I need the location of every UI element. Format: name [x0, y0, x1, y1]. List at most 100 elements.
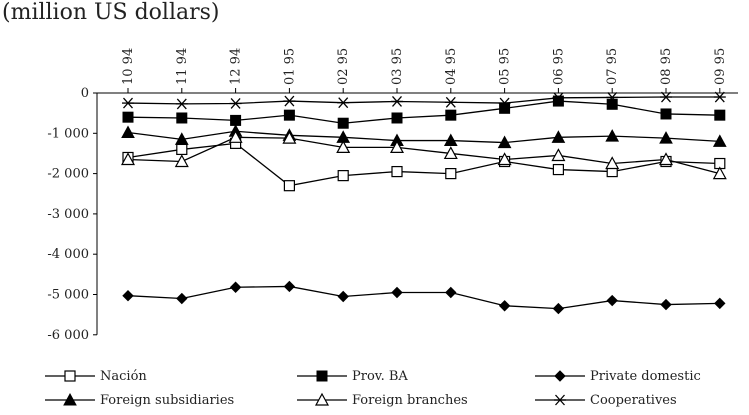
data-point-foreign-branches	[497, 152, 512, 166]
data-point-cooperatives	[337, 97, 350, 109]
y-tick-label: -6 000	[47, 328, 89, 343]
legend-item-cooperatives: Cooperatives	[535, 393, 677, 408]
data-point-foreign-subsidiaries	[605, 129, 620, 142]
data-point-private-domestic	[283, 280, 296, 293]
x-tick-label: 04 95	[444, 48, 459, 85]
x-tick-label: 08 95	[659, 48, 674, 85]
data-point-cooperatives	[606, 91, 619, 103]
data-point-private-domestic	[660, 298, 672, 311]
data-point-cooperatives	[175, 98, 188, 110]
x-tick-label: 06 95	[551, 48, 566, 85]
data-point-private-domestic	[714, 297, 726, 310]
legend-label: Cooperatives	[590, 393, 677, 408]
data-point-foreign-branches	[712, 166, 727, 180]
data-point-foreign-subsidiaries	[121, 125, 135, 138]
data-point-foreign-branches	[605, 156, 620, 170]
data-point-naci-n	[552, 163, 565, 176]
data-point-foreign-branches	[336, 140, 351, 154]
data-point-foreign-branches	[120, 152, 136, 166]
x-tick-label: 03 95	[390, 48, 405, 85]
y-tick-label: -4 000	[47, 247, 89, 262]
series-line-private-domestic	[127, 285, 720, 310]
y-tick-label: -1 000	[47, 126, 89, 141]
data-point-foreign-branches	[551, 148, 566, 162]
data-point-private-domestic	[606, 294, 618, 307]
data-point-foreign-branches	[228, 130, 243, 143]
data-point-private-domestic	[176, 292, 188, 305]
data-point-cooperatives	[713, 91, 726, 103]
data-point-private-domestic	[122, 290, 134, 302]
data-point-prov-ba	[391, 112, 403, 124]
data-point-cooperatives	[444, 96, 457, 108]
data-point-prov-ba	[606, 98, 618, 110]
y-tick-label: -5 000	[47, 288, 89, 303]
data-point-cooperatives	[283, 95, 296, 107]
data-point-private-domestic	[229, 281, 242, 293]
legend-item-prov-ba: Prov. BA	[297, 369, 408, 384]
data-point-private-domestic	[445, 286, 457, 299]
series-line-cooperatives	[127, 96, 720, 105]
x-tick-label: 10 94	[121, 48, 136, 85]
data-point-cooperatives	[229, 98, 242, 109]
series-line-foreign-branches	[127, 136, 720, 175]
series-markers	[120, 91, 727, 315]
data-point-foreign-subsidiaries	[712, 134, 727, 147]
series-line-foreign-subsidiaries	[127, 130, 720, 144]
legend-swatch-marker	[316, 370, 328, 382]
x-tick-label: 11 94	[175, 48, 190, 85]
x-tick-label: 07 95	[605, 48, 620, 85]
legend-swatch-marker	[314, 392, 330, 406]
legend-swatch-marker	[64, 370, 76, 382]
data-point-prov-ba	[499, 102, 511, 114]
data-point-prov-ba	[714, 109, 726, 121]
x-tick-label: 09 95	[713, 48, 728, 85]
data-point-private-domestic	[391, 286, 403, 299]
data-point-cooperatives	[552, 92, 565, 104]
chart-title: (million US dollars)	[2, 0, 220, 25]
data-point-foreign-branches	[658, 152, 674, 166]
y-tick-label: -2 000	[47, 167, 89, 182]
legend-label: Nación	[100, 369, 147, 384]
legend-label: Private domestic	[590, 369, 701, 384]
series-line-naci-n	[127, 142, 720, 187]
legend-item-foreign-branches: Foreign branches	[297, 392, 468, 408]
legend-label: Foreign subsidiaries	[100, 393, 234, 408]
legend-swatch-marker	[63, 392, 77, 406]
legend-swatch-marker	[554, 394, 566, 406]
y-tick-label: -3 000	[47, 207, 89, 222]
data-point-foreign-subsidiaries	[174, 132, 189, 145]
data-point-cooperatives	[660, 91, 672, 103]
x-tick-label: 01 95	[282, 48, 297, 85]
data-point-foreign-branches	[443, 146, 458, 160]
data-point-foreign-branches	[389, 140, 405, 154]
data-point-foreign-subsidiaries	[497, 135, 512, 149]
legend-item-private-domestic: Private domestic	[535, 369, 701, 384]
legend-label: Prov. BA	[352, 369, 408, 384]
x-tick-label: 12 94	[229, 48, 244, 85]
data-point-prov-ba	[283, 109, 295, 121]
data-point-naci-n	[176, 143, 188, 156]
data-point-foreign-branches	[282, 130, 297, 144]
data-point-naci-n	[391, 165, 403, 178]
chart-axes: 0 -1 000 -2 000 -3 000 -4 000 -5 000 -6 000 10 …	[47, 48, 738, 343]
data-point-naci-n	[337, 170, 349, 182]
legend-label: Foreign branches	[352, 393, 468, 408]
data-point-cooperatives	[498, 97, 511, 109]
data-point-private-domestic	[498, 300, 511, 312]
chart-legend: Nación Prov. BA Private domestic Foreign su…	[45, 369, 701, 408]
data-point-cooperatives	[122, 97, 134, 109]
data-point-prov-ba	[445, 109, 457, 121]
data-point-private-domestic	[337, 290, 349, 303]
series-lines	[127, 96, 720, 310]
data-point-foreign-subsidiaries	[443, 133, 458, 147]
data-point-foreign-subsidiaries	[659, 131, 673, 144]
data-point-foreign-branches	[174, 154, 189, 168]
data-point-foreign-subsidiaries	[551, 130, 566, 143]
data-point-private-domestic	[552, 302, 565, 315]
data-point-cooperatives	[391, 96, 403, 107]
data-point-naci-n	[283, 180, 295, 192]
data-point-prov-ba	[552, 95, 564, 107]
legend-item-foreign-subsidiaries: Foreign subsidiaries	[45, 392, 234, 408]
x-tick-label: 02 95	[336, 48, 351, 85]
